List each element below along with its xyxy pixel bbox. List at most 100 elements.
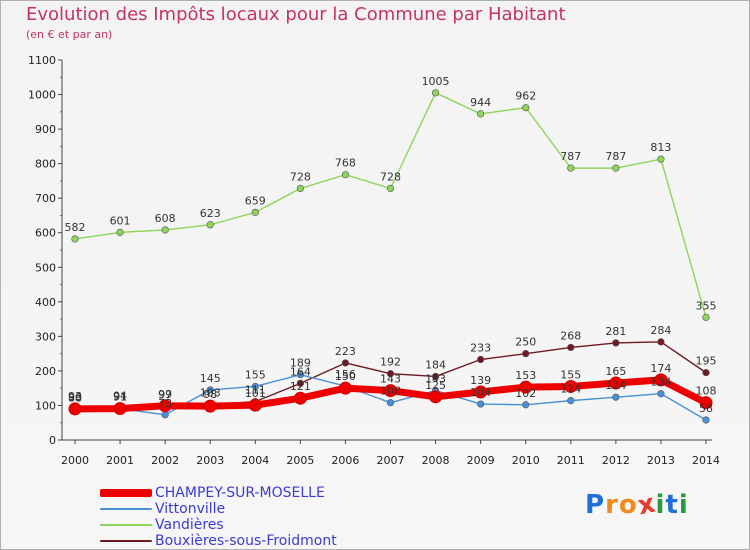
data-point-champey-sur-moselle	[519, 380, 533, 394]
data-label-champey-sur-moselle: 91	[113, 391, 127, 404]
x-tick-label: 2001	[106, 454, 134, 467]
data-point-vandi-res	[251, 208, 259, 216]
data-label-bouxi-res-sous-froidmont: 192	[380, 356, 401, 369]
data-point-champey-sur-moselle	[609, 376, 623, 390]
data-label-vittonville: 91	[113, 391, 127, 404]
x-tick-label: 2008	[422, 454, 450, 467]
data-point-champey-sur-moselle	[203, 399, 217, 413]
legend-label: CHAMPEY-SUR-MOSELLE	[155, 485, 325, 501]
y-tick-label: 800	[35, 158, 56, 171]
y-tick-label: 100	[35, 399, 56, 412]
data-label-vandi-res: 787	[560, 150, 581, 163]
data-label-champey-sur-moselle: 143	[380, 373, 401, 386]
x-tick-label: 2012	[602, 454, 630, 467]
data-label-vittonville: 189	[290, 357, 311, 370]
data-label-vandi-res: 623	[200, 207, 221, 220]
data-point-champey-sur-moselle	[384, 384, 397, 398]
data-label-bouxi-res-sous-froidmont: 94	[113, 390, 127, 403]
x-tick-label: 2000	[61, 454, 89, 467]
data-label-vandi-res: 582	[65, 221, 86, 234]
data-label-bouxi-res-sous-froidmont: 223	[335, 345, 356, 358]
data-label-champey-sur-moselle: 101	[245, 387, 266, 400]
data-label-champey-sur-moselle: 108	[696, 385, 717, 398]
data-label-vittonville: 156	[335, 368, 356, 381]
data-point-bouxi-res-sous-froidmont	[341, 359, 350, 367]
legend-label: Vandières	[155, 517, 224, 533]
data-point-vittonville	[567, 397, 575, 405]
x-tick-label: 2004	[241, 454, 269, 467]
data-label-vandi-res: 813	[650, 141, 671, 154]
data-point-bouxi-res-sous-froidmont	[477, 355, 485, 364]
data-point-vittonville	[702, 416, 710, 424]
data-label-champey-sur-moselle: 155	[560, 368, 581, 381]
data-label-champey-sur-moselle: 153	[515, 369, 536, 382]
series-line-vandi-res	[74, 92, 707, 319]
y-tick-label: 1100	[28, 54, 56, 67]
logo-letter: r	[605, 490, 619, 520]
legend-swatch	[100, 524, 152, 526]
data-point-champey-sur-moselle	[293, 391, 307, 405]
data-label-bouxi-res-sous-froidmont: 195	[696, 355, 717, 368]
data-point-vittonville	[386, 399, 395, 407]
data-label-bouxi-res-sous-froidmont: 184	[425, 358, 446, 371]
x-tick-label: 2007	[377, 454, 405, 467]
data-label-bouxi-res-sous-froidmont: 97	[158, 388, 172, 401]
data-label-vandi-res: 728	[290, 171, 311, 184]
data-label-vittonville: 88	[68, 392, 82, 405]
data-label-champey-sur-moselle: 121	[290, 380, 311, 393]
chart-title: Evolution des Impôts locaux pour la Comm…	[26, 4, 566, 25]
data-label-vittonville: 108	[380, 385, 401, 398]
data-point-bouxi-res-sous-froidmont	[386, 370, 395, 378]
data-label-vittonville: 124	[605, 379, 626, 392]
y-tick-label: 1000	[28, 89, 56, 102]
data-point-bouxi-res-sous-froidmont	[522, 350, 530, 358]
data-label-bouxi-res-sous-froidmont: 281	[605, 325, 626, 338]
x-tick-label: 2005	[286, 454, 314, 467]
y-tick-label: 500	[35, 261, 56, 274]
y-tick-label: 400	[35, 296, 56, 309]
y-tick-label: 700	[35, 192, 56, 205]
data-point-champey-sur-moselle	[338, 381, 352, 395]
data-point-vandi-res	[161, 226, 169, 234]
data-label-bouxi-res-sous-froidmont: 250	[515, 336, 536, 349]
data-label-vittonville: 102	[515, 387, 536, 400]
data-label-bouxi-res-sous-froidmont: 111	[245, 384, 266, 397]
data-point-champey-sur-moselle	[429, 390, 443, 404]
data-point-vittonville	[657, 390, 665, 398]
data-label-vandi-res: 355	[696, 299, 717, 312]
data-point-vandi-res	[386, 184, 395, 193]
data-label-vittonville: 114	[560, 383, 581, 396]
data-point-vandi-res	[341, 171, 350, 179]
data-point-champey-sur-moselle	[564, 379, 578, 393]
y-tick-label: 600	[35, 227, 56, 240]
legend-label: Vittonville	[155, 501, 226, 517]
data-point-bouxi-res-sous-froidmont	[612, 339, 620, 347]
data-point-vandi-res	[612, 164, 620, 172]
data-point-vandi-res	[116, 228, 124, 236]
data-point-champey-sur-moselle	[158, 399, 172, 413]
data-point-champey-sur-moselle	[248, 398, 262, 412]
legend-label: Bouxières-sous-Froidmont	[155, 533, 337, 549]
x-tick-label: 2014	[692, 454, 720, 467]
data-label-bouxi-res-sous-froidmont: 233	[470, 342, 491, 355]
data-point-vittonville	[206, 386, 214, 394]
data-label-champey-sur-moselle: 174	[650, 362, 671, 375]
data-label-vittonville: 145	[200, 372, 221, 385]
x-tick-label: 2013	[647, 454, 675, 467]
data-label-bouxi-res-sous-froidmont: 103	[200, 386, 221, 399]
data-label-bouxi-res-sous-froidmont: 164	[290, 365, 311, 378]
data-label-champey-sur-moselle: 139	[470, 374, 491, 387]
data-label-champey-sur-moselle: 150	[335, 370, 356, 383]
x-tick-label: 2003	[196, 454, 224, 467]
y-tick-label: 900	[35, 123, 56, 136]
data-label-champey-sur-moselle: 99	[158, 388, 172, 401]
data-point-bouxi-res-sous-froidmont	[296, 379, 304, 387]
data-point-vittonville	[522, 401, 530, 409]
data-point-vandi-res	[71, 235, 79, 243]
x-tick-label: 2010	[512, 454, 540, 467]
y-tick-label: 200	[35, 365, 56, 378]
data-point-bouxi-res-sous-froidmont	[657, 338, 665, 346]
x-tick-label: 2002	[151, 454, 179, 467]
logo-letter: i	[655, 490, 666, 520]
